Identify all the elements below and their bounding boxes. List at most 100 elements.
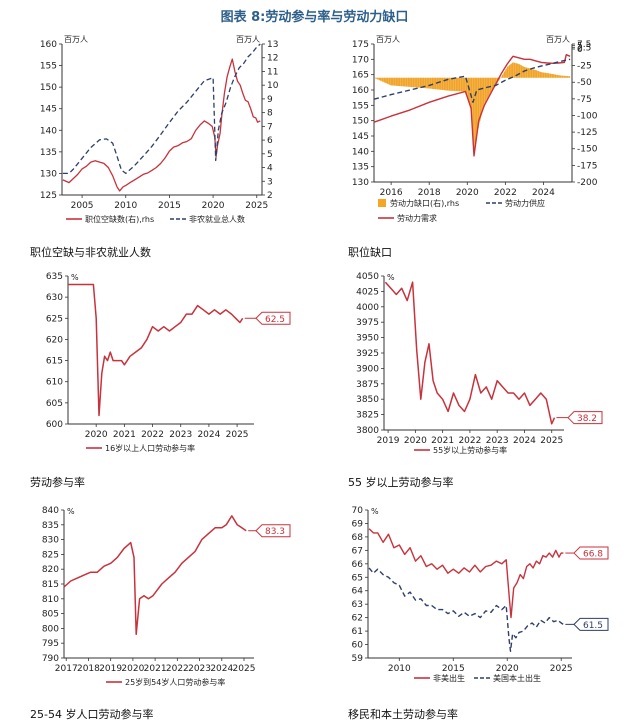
y-tick-label: 69	[352, 519, 364, 529]
y-tick-label: 635	[46, 272, 63, 282]
series-line	[368, 567, 564, 652]
y2-tick-label: 0	[577, 45, 583, 55]
chart-labor-gap: 130 135 140 145 150 155 160 165 170 175 -200 -175 -1…	[352, 35, 598, 223]
y-tick-label: 150	[40, 83, 57, 93]
chart-immigrant-native: 59 60 61 62 63 64 65 66 67 68 69 70 2010 2015 2020 2025…	[352, 506, 609, 683]
y-tick-label: 64	[352, 587, 364, 597]
y-tick-label: 630	[46, 293, 63, 303]
y-tick-label: 820	[42, 565, 59, 575]
legend-label: 16岁以上人口劳动参与率	[105, 443, 195, 453]
y-tick-label: 3900	[356, 364, 379, 374]
x-tick-label: 2021	[113, 430, 136, 440]
y-tick-label: 825	[42, 550, 59, 560]
y-tick-label: 830	[42, 536, 59, 546]
x-tick-label: 2024	[513, 436, 536, 446]
y-tick-label: 600	[46, 420, 63, 430]
panel-participation-25-54: 790 795 800 805 810 815 820 825 830 835 840 2017 201…	[0, 500, 300, 728]
y2-tick-label: 3	[267, 177, 273, 187]
legend-label: 25岁到54岁人口劳动参与率	[125, 677, 225, 687]
series-line	[384, 281, 556, 425]
x-tick-label: 2022	[141, 430, 164, 440]
legend-label: 非美出生	[433, 673, 465, 683]
series-line	[68, 283, 244, 417]
panel-participation-16plus: 600 605 610 615 620 625 630 635 2020 2021 2022 2023…	[0, 266, 300, 494]
chart-caption: 55 岁以上劳动参与率	[348, 476, 454, 489]
y-tick-label: 160	[352, 86, 369, 96]
y2-tick-label: -150	[577, 145, 598, 155]
value-callout-label: 61.5	[583, 621, 603, 631]
y-tick-label: 70	[352, 506, 364, 516]
x-tick-label: 2020	[85, 430, 108, 440]
x-tick-label: 2022	[458, 436, 481, 446]
legend-label: 劳动力供应	[505, 198, 545, 208]
chart-caption: 职位缺口	[348, 246, 392, 259]
y-tick-label: 815	[42, 580, 59, 590]
y2-tick-label: 6	[267, 136, 273, 146]
y-tick-label: 610	[46, 378, 63, 388]
y-tick-label: 840	[42, 506, 59, 516]
x-tick-label: 2025	[540, 436, 563, 446]
panel-participation-55plus: 3800 3825 3850 3875 3900 3925 3950 3975 4000 4025…	[318, 266, 629, 494]
y-tick-label: 60	[352, 641, 364, 651]
y-tick-label: 140	[40, 126, 57, 136]
series-line	[373, 54, 571, 157]
legend-swatch	[378, 199, 386, 207]
x-tick-label: 2022	[166, 664, 189, 674]
y-tick-label: 795	[42, 639, 59, 649]
chart-caption: 移民和本土劳动参与率	[348, 708, 458, 721]
x-tick-label: 2019	[99, 664, 122, 674]
y2-tick-label: -175	[577, 161, 597, 171]
y2-tick-label: 2	[267, 191, 273, 201]
x-tick-label: 2010	[114, 201, 137, 211]
y-tick-label: 61	[352, 627, 363, 637]
y-tick-label: 62	[352, 614, 363, 624]
unit-label: %	[67, 507, 75, 516]
value-callout-label: 62.5	[265, 315, 285, 325]
legend-label: 美国本土出生	[493, 673, 541, 683]
y2-tick-label: -125	[577, 128, 597, 138]
x-tick-label: 2020	[202, 201, 225, 211]
y-tick-label: 620	[46, 335, 63, 345]
x-tick-label: 2025	[226, 430, 249, 440]
main-title: 图表 8:劳动参与率与劳动力缺口	[220, 10, 409, 25]
y-tick-label: 3850	[356, 395, 379, 405]
chart-caption: 劳动参与率	[30, 476, 85, 489]
y-tick-label: 4000	[356, 303, 379, 313]
x-tick-label: 2015	[442, 664, 465, 674]
series-line	[62, 43, 261, 175]
y-tick-label: 800	[42, 624, 59, 634]
x-tick-label: 2020	[121, 664, 144, 674]
x-tick-label: 2023	[169, 430, 192, 440]
legend-label: 劳动力缺口(右),rhs	[390, 198, 459, 208]
y-tick-label: 125	[40, 191, 57, 201]
y-tick-label: 805	[42, 610, 59, 620]
value-callout-box	[567, 411, 603, 425]
y-tick-label: 3975	[356, 318, 379, 328]
unit-label: 百万人	[546, 35, 570, 44]
panel-vacancies-payrolls: 125 130 135 140 145 150 155 160 2 3 4 5 6 7 8 9 10 11 12 13…	[0, 30, 300, 262]
y2-tick-label: 10	[267, 81, 279, 91]
y2-tick-label: 12	[267, 54, 278, 64]
y-tick-label: 155	[40, 62, 57, 72]
legend-label: 职位空缺数(右),rhs	[85, 214, 154, 224]
x-tick-label: 2015	[158, 201, 181, 211]
y-tick-label: 130	[40, 169, 57, 179]
y2-tick-label: -200	[577, 178, 598, 188]
unit-label: %	[71, 273, 79, 282]
value-callout-box	[573, 546, 609, 560]
y-tick-label: 140	[352, 147, 369, 157]
y-tick-label: 155	[352, 101, 369, 111]
y-tick-label: 165	[352, 71, 369, 81]
y-tick-label: 3875	[356, 380, 379, 390]
y-tick-label: 65	[352, 573, 363, 583]
panel-immigrant-native: 59 60 61 62 63 64 65 66 67 68 69 70 2010 2015 2020 2025…	[318, 500, 629, 728]
x-tick-label: 2024	[197, 430, 220, 440]
value-callout-label: 83.3	[265, 527, 285, 537]
y-tick-label: 67	[352, 546, 363, 556]
legend-label: 劳动力需求	[397, 213, 437, 223]
series-line	[368, 528, 564, 619]
gap-area	[374, 62, 571, 155]
y2-tick-label: 7	[267, 122, 273, 132]
y2-tick-label: -50	[577, 78, 592, 88]
x-tick-label: 2021	[431, 436, 454, 446]
